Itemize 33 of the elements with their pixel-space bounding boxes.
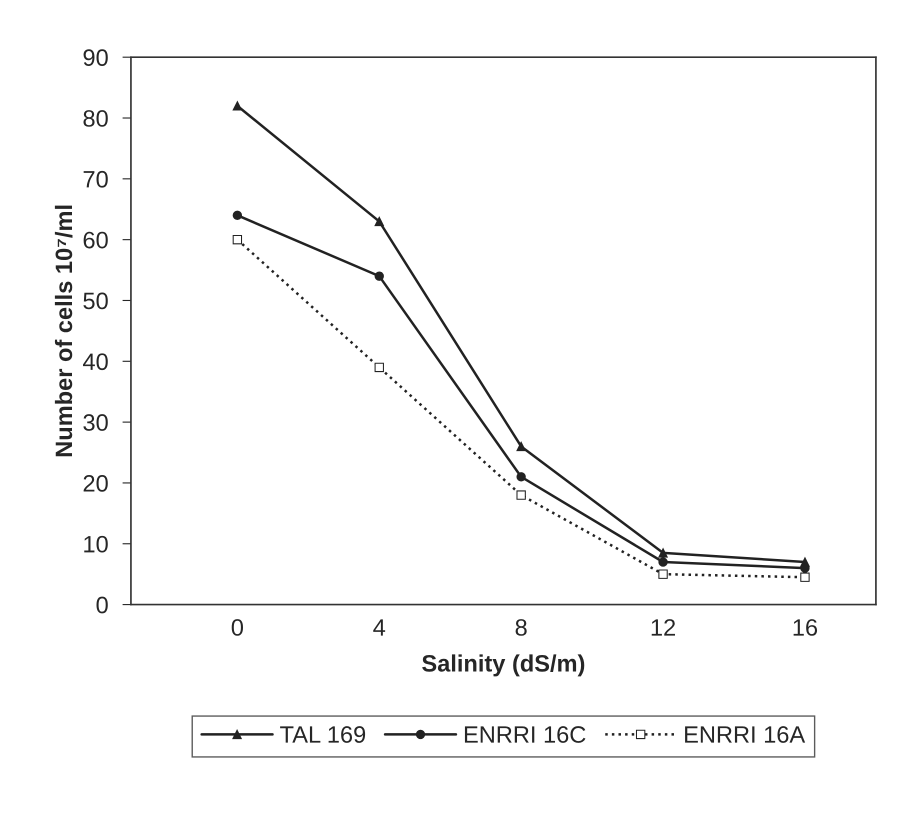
y-axis-title: Number of cells 10⁷/ml [54, 206, 72, 456]
point [232, 101, 242, 111]
y-tick-label: 70 [84, 170, 108, 188]
point [374, 216, 384, 226]
legend-label: ENRRI 16C [464, 726, 586, 743]
y-tick-label: 80 [83, 110, 108, 127]
point [516, 490, 526, 500]
point [232, 234, 242, 244]
legend-label: ENRRI 16A [685, 726, 806, 743]
x-tick-label: 12 [652, 619, 676, 636]
point [800, 572, 810, 582]
point [658, 557, 668, 567]
point [658, 569, 668, 579]
y-tick-label: 0 [96, 596, 108, 614]
point [374, 271, 384, 281]
x-tick-label: 4 [373, 619, 386, 636]
y-tick-label: 90 [84, 49, 108, 66]
point [516, 442, 526, 452]
legend-label: TAL 169 [280, 726, 366, 743]
point [516, 472, 526, 482]
x-tick-label: 16 [794, 619, 818, 636]
y-tick-label: 20 [84, 475, 108, 492]
point [374, 362, 384, 372]
y-tick-label: 10 [84, 536, 108, 553]
point [232, 210, 242, 220]
y-tick-label: 50 [83, 292, 108, 310]
x-tick-label: 8 [516, 619, 527, 636]
y-tick-label: 60 [84, 232, 108, 248]
y-tick-label: 30 [83, 414, 108, 431]
x-axis-title: Salinity (dS/m) [422, 654, 584, 676]
x-tick-label: 0 [232, 619, 244, 636]
y-tick-label: 40 [82, 353, 108, 370]
point [658, 548, 668, 558]
